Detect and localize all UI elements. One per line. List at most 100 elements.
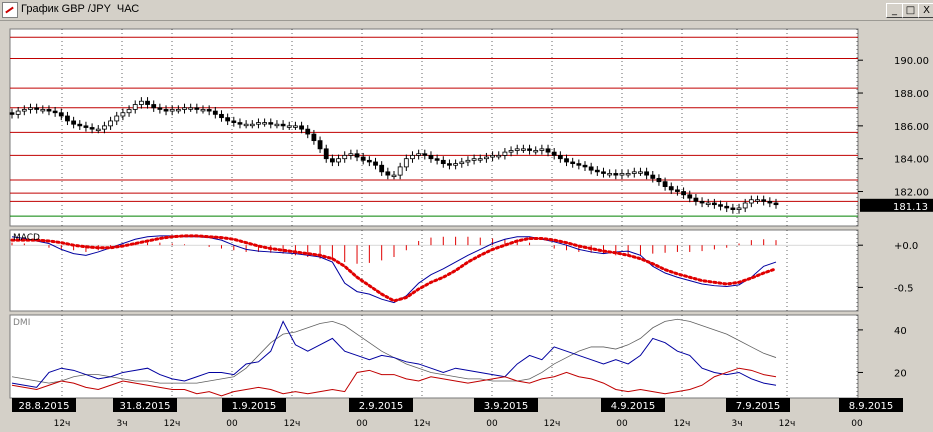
candle-body <box>656 177 662 183</box>
candle-body <box>15 110 21 115</box>
date-badge <box>222 398 286 412</box>
candle-body <box>570 161 576 165</box>
candle-body <box>625 173 631 176</box>
hour-label: 00 <box>226 419 238 429</box>
candle-body <box>496 155 502 158</box>
macd-panel[interactable] <box>9 229 859 312</box>
candle-body <box>40 109 46 112</box>
candle-body <box>329 158 335 163</box>
minimize-button[interactable]: _ <box>886 3 903 18</box>
title-bar: График GBP /JPY ЧАС _ □ X <box>0 0 933 21</box>
candle-body <box>736 207 742 210</box>
candle-body <box>742 202 748 209</box>
candle-body <box>71 120 77 125</box>
candle-body <box>305 128 311 135</box>
candle-body <box>145 100 150 105</box>
candle-body <box>767 200 773 204</box>
price-tick-label: 188.00 <box>894 89 929 100</box>
candle-body <box>311 133 317 142</box>
hour-label: 12ч <box>414 419 431 429</box>
candle-body <box>348 153 354 156</box>
minus-di-line <box>11 367 777 397</box>
candle-body <box>601 171 606 174</box>
candle-body <box>773 202 779 206</box>
date-label: 3.9.2015 <box>484 401 529 412</box>
candle-body <box>274 123 280 127</box>
date-badge <box>839 398 903 412</box>
candle-body <box>77 123 83 127</box>
candle-body <box>650 174 656 179</box>
window-title: График GBP /JPY ЧАС <box>21 3 140 15</box>
candle-body <box>9 112 15 115</box>
candle-body <box>502 151 508 156</box>
candle-body <box>391 174 397 178</box>
price-tick-label: 186.00 <box>894 122 929 133</box>
close-button[interactable]: X <box>918 3 933 18</box>
hour-label: 12ч <box>284 419 301 429</box>
hour-axis: 12ч 3ч 12ч 00 12ч 00 12ч 00 12ч 00 12ч 3ч 12ч 00 <box>54 419 863 429</box>
candle-body <box>576 163 582 166</box>
candle-body <box>718 204 723 207</box>
candle-body <box>323 148 329 160</box>
candle-body <box>108 120 113 127</box>
grid-lines <box>61 29 858 398</box>
macd-title: MACD <box>13 233 40 243</box>
last-price-label: 181.13 <box>893 202 928 213</box>
maximize-button[interactable]: □ <box>902 3 919 18</box>
date-axis: 28.8.2015 31.8.2015 1.9.2015 2.9.2015 3.9.20… <box>12 398 903 412</box>
candle-body <box>243 123 249 127</box>
dmi-tick-label: 20 <box>894 368 907 379</box>
candle-body <box>342 155 348 160</box>
candle-body <box>514 148 520 151</box>
candle-body <box>360 156 366 161</box>
candle-body <box>58 112 64 117</box>
candle-body <box>699 200 705 204</box>
candle-body <box>533 150 539 153</box>
candle-body <box>662 181 668 188</box>
candle-body <box>410 155 415 160</box>
hour-label: 3ч <box>116 419 127 429</box>
candle-body <box>693 197 699 202</box>
candle-body <box>126 109 132 114</box>
candle-body <box>138 100 144 105</box>
candle-body <box>157 107 163 110</box>
candle-body <box>687 194 693 199</box>
candle-body <box>102 125 107 130</box>
candle-body <box>89 127 95 130</box>
candle-body <box>613 173 619 176</box>
price-tick-label: 182.00 <box>894 188 929 199</box>
candle-body <box>761 199 767 202</box>
candle-body <box>151 104 157 109</box>
candle-body <box>182 107 187 110</box>
dmi-panel[interactable] <box>9 314 859 399</box>
candle-body <box>484 156 489 160</box>
candle-body <box>385 171 391 176</box>
hour-label: 00 <box>356 419 368 429</box>
candle-body <box>175 109 181 112</box>
date-badge <box>601 398 665 412</box>
candle-body <box>459 161 465 165</box>
dmi-series <box>11 318 777 397</box>
candle-body <box>219 113 224 119</box>
candle-body <box>237 122 243 125</box>
dmi-title: DMI <box>13 318 30 328</box>
macd-tick-label: +0.0 <box>894 241 918 252</box>
candle-body <box>34 107 40 110</box>
candle-body <box>262 122 268 125</box>
candle-body <box>588 166 594 171</box>
candle-body <box>397 166 403 176</box>
candle-body <box>249 123 255 127</box>
candle-body <box>631 171 637 174</box>
candle-body <box>545 148 551 153</box>
chart-window-icon <box>2 2 18 18</box>
candle-body <box>681 191 686 196</box>
candle-body <box>65 115 70 122</box>
candle-body <box>675 189 680 192</box>
candle-body <box>508 150 514 153</box>
candle-body <box>132 104 138 110</box>
candle-body <box>619 173 625 176</box>
chart-area[interactable]: 190.00 188.00 186.00 184.00 182.00 +0.0 -0.5 40… <box>0 21 933 432</box>
candle-body <box>163 109 169 112</box>
candle-body <box>95 128 101 132</box>
price-tick-label: 184.00 <box>894 155 929 166</box>
